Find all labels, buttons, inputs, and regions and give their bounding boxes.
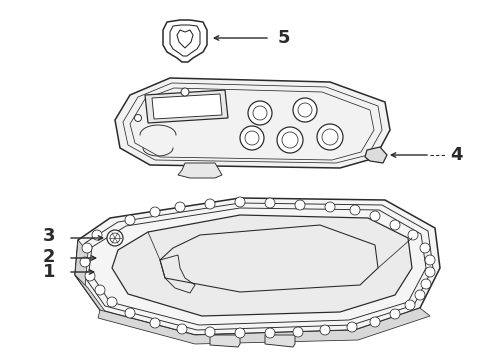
Circle shape	[293, 327, 303, 337]
Polygon shape	[210, 335, 240, 347]
Circle shape	[107, 297, 117, 307]
Text: 3: 3	[43, 227, 55, 245]
Circle shape	[421, 279, 431, 289]
Polygon shape	[75, 198, 440, 335]
Circle shape	[425, 255, 435, 265]
Polygon shape	[145, 90, 228, 123]
Circle shape	[405, 300, 415, 310]
Circle shape	[317, 124, 343, 150]
Polygon shape	[75, 240, 88, 288]
Circle shape	[95, 285, 105, 295]
Circle shape	[150, 207, 160, 217]
Polygon shape	[178, 163, 222, 178]
Circle shape	[110, 233, 120, 243]
Circle shape	[125, 308, 135, 318]
Circle shape	[181, 88, 189, 96]
Circle shape	[85, 271, 95, 281]
Circle shape	[150, 318, 160, 328]
Circle shape	[370, 317, 380, 327]
Circle shape	[205, 327, 215, 337]
Circle shape	[320, 325, 330, 335]
Polygon shape	[112, 215, 412, 316]
Polygon shape	[98, 308, 430, 344]
Circle shape	[265, 198, 275, 208]
Circle shape	[205, 199, 215, 209]
Circle shape	[350, 205, 360, 215]
Circle shape	[245, 131, 259, 145]
Circle shape	[125, 215, 135, 225]
Circle shape	[293, 98, 317, 122]
Circle shape	[415, 290, 425, 300]
Polygon shape	[163, 20, 207, 62]
Polygon shape	[265, 335, 295, 347]
Circle shape	[107, 230, 123, 246]
Circle shape	[253, 106, 267, 120]
Circle shape	[390, 309, 400, 319]
Circle shape	[298, 103, 312, 117]
Circle shape	[177, 324, 187, 334]
Circle shape	[390, 220, 400, 230]
Circle shape	[82, 243, 92, 253]
Circle shape	[347, 322, 357, 332]
Circle shape	[265, 328, 275, 338]
Circle shape	[235, 197, 245, 207]
Circle shape	[325, 202, 335, 212]
Circle shape	[240, 126, 264, 150]
Circle shape	[235, 328, 245, 338]
Circle shape	[277, 127, 303, 153]
Circle shape	[134, 114, 142, 122]
Circle shape	[175, 202, 185, 212]
Circle shape	[408, 230, 418, 240]
Circle shape	[420, 243, 430, 253]
Circle shape	[248, 101, 272, 125]
Text: 4: 4	[450, 146, 463, 164]
Text: 2: 2	[43, 248, 55, 266]
Circle shape	[322, 129, 338, 145]
Circle shape	[282, 132, 298, 148]
Text: 1: 1	[43, 263, 55, 281]
Polygon shape	[152, 94, 222, 119]
Circle shape	[425, 267, 435, 277]
Text: 5: 5	[278, 29, 291, 47]
Circle shape	[370, 211, 380, 221]
Polygon shape	[75, 275, 110, 318]
Polygon shape	[115, 78, 390, 168]
Circle shape	[92, 230, 102, 240]
Circle shape	[295, 200, 305, 210]
Polygon shape	[365, 147, 387, 163]
Circle shape	[80, 257, 90, 267]
